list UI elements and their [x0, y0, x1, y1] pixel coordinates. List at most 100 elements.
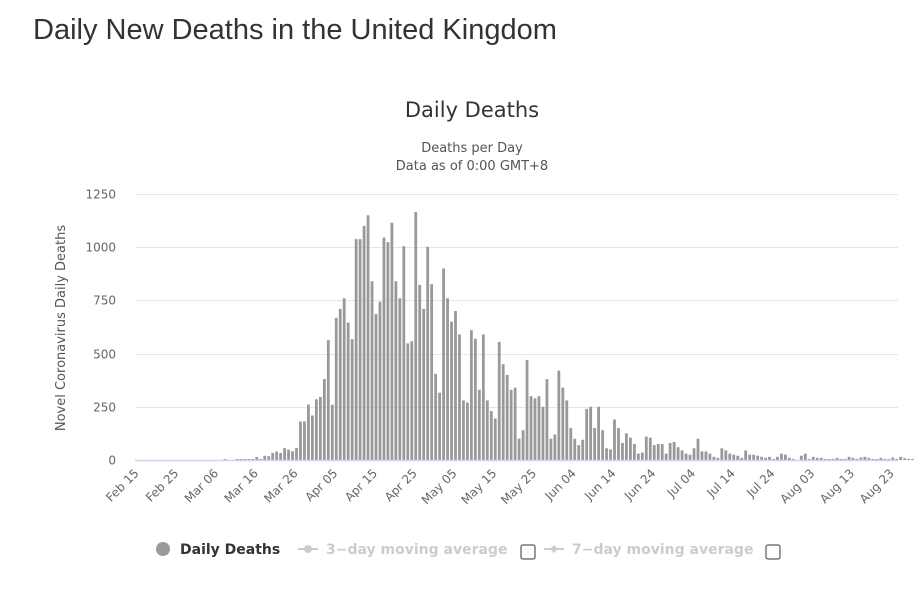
- bar-daily-deaths[interactable]: [712, 456, 716, 460]
- bar-daily-deaths[interactable]: [664, 453, 668, 460]
- bar-daily-deaths[interactable]: [708, 453, 712, 460]
- bar-daily-deaths[interactable]: [263, 455, 267, 460]
- bar-daily-deaths[interactable]: [569, 428, 573, 460]
- bar-daily-deaths[interactable]: [279, 452, 282, 460]
- bar-daily-deaths[interactable]: [338, 308, 342, 460]
- bar-daily-deaths[interactable]: [430, 284, 434, 460]
- bar-daily-deaths[interactable]: [724, 450, 728, 460]
- bar-daily-deaths[interactable]: [772, 458, 775, 460]
- bar-daily-deaths[interactable]: [251, 459, 255, 460]
- bar-daily-deaths[interactable]: [481, 334, 485, 460]
- bar-daily-deaths[interactable]: [386, 242, 390, 460]
- bar-daily-deaths[interactable]: [537, 396, 541, 460]
- bar-daily-deaths[interactable]: [668, 442, 672, 460]
- bar-daily-deaths[interactable]: [501, 364, 505, 460]
- bar-daily-deaths[interactable]: [406, 343, 410, 460]
- bar-daily-deaths[interactable]: [370, 281, 374, 460]
- bar-daily-deaths[interactable]: [839, 458, 843, 460]
- bar-daily-deaths[interactable]: [740, 457, 744, 460]
- bar-daily-deaths[interactable]: [326, 340, 330, 460]
- bar-daily-deaths[interactable]: [736, 455, 740, 460]
- bar-daily-deaths[interactable]: [454, 311, 457, 460]
- bar-daily-deaths[interactable]: [716, 457, 720, 460]
- bar-daily-deaths[interactable]: [883, 458, 887, 460]
- bar-daily-deaths[interactable]: [780, 453, 783, 460]
- bar-daily-deaths[interactable]: [688, 454, 692, 460]
- bar-daily-deaths[interactable]: [629, 437, 632, 460]
- bar-daily-deaths[interactable]: [903, 458, 907, 460]
- bar-daily-deaths[interactable]: [855, 458, 859, 460]
- bar-daily-deaths[interactable]: [513, 387, 517, 460]
- bar-daily-deaths[interactable]: [398, 298, 402, 460]
- bar-daily-deaths[interactable]: [609, 449, 612, 460]
- bar-daily-deaths[interactable]: [704, 451, 708, 460]
- bar-daily-deaths[interactable]: [418, 284, 422, 460]
- bar-daily-deaths[interactable]: [752, 454, 756, 460]
- bar-daily-deaths[interactable]: [851, 457, 855, 460]
- bar-daily-deaths[interactable]: [621, 442, 624, 460]
- bar-daily-deaths[interactable]: [601, 430, 604, 460]
- bar-daily-deaths[interactable]: [497, 341, 501, 460]
- bar-daily-deaths[interactable]: [311, 415, 314, 460]
- bar-daily-deaths[interactable]: [291, 451, 294, 460]
- checkbox-7-day-average[interactable]: [765, 544, 781, 560]
- bar-daily-deaths[interactable]: [509, 389, 513, 460]
- bar-daily-deaths[interactable]: [585, 408, 589, 460]
- bar-daily-deaths[interactable]: [299, 421, 302, 460]
- bar-daily-deaths[interactable]: [756, 455, 759, 460]
- bar-daily-deaths[interactable]: [470, 330, 473, 460]
- bar-daily-deaths[interactable]: [815, 457, 819, 460]
- bar-daily-deaths[interactable]: [414, 212, 418, 460]
- bar-daily-deaths[interactable]: [382, 237, 386, 460]
- bar-daily-deaths[interactable]: [891, 457, 895, 460]
- bar-daily-deaths[interactable]: [760, 456, 763, 460]
- bar-daily-deaths[interactable]: [807, 458, 811, 460]
- bar-daily-deaths[interactable]: [458, 334, 461, 460]
- bar-daily-deaths[interactable]: [636, 453, 640, 460]
- bar-daily-deaths[interactable]: [907, 458, 911, 460]
- bar-daily-deaths[interactable]: [656, 444, 660, 460]
- bar-daily-deaths[interactable]: [887, 458, 891, 460]
- bars-daily-deaths[interactable]: [223, 212, 919, 460]
- bar-daily-deaths[interactable]: [521, 430, 525, 460]
- bar-daily-deaths[interactable]: [402, 246, 406, 460]
- bar-daily-deaths[interactable]: [303, 421, 306, 460]
- bar-daily-deaths[interactable]: [557, 370, 561, 460]
- bar-daily-deaths[interactable]: [271, 452, 275, 460]
- bar-daily-deaths[interactable]: [434, 373, 438, 460]
- bar-daily-deaths[interactable]: [573, 438, 577, 460]
- bar-daily-deaths[interactable]: [366, 215, 370, 460]
- bar-daily-deaths[interactable]: [827, 459, 831, 460]
- bar-daily-deaths[interactable]: [811, 456, 815, 460]
- bar-daily-deaths[interactable]: [553, 434, 557, 460]
- bar-daily-deaths[interactable]: [863, 456, 867, 460]
- bar-daily-deaths[interactable]: [577, 445, 581, 460]
- bar-daily-deaths[interactable]: [859, 457, 863, 460]
- bar-daily-deaths[interactable]: [295, 448, 298, 460]
- bar-daily-deaths[interactable]: [223, 459, 227, 460]
- bar-daily-deaths[interactable]: [875, 459, 879, 460]
- bar-daily-deaths[interactable]: [410, 341, 414, 460]
- bar-daily-deaths[interactable]: [318, 397, 322, 460]
- bar-daily-deaths[interactable]: [426, 246, 430, 460]
- bar-daily-deaths[interactable]: [561, 387, 565, 460]
- bar-daily-deaths[interactable]: [700, 451, 704, 460]
- bar-daily-deaths[interactable]: [477, 389, 481, 460]
- legend-item-7-day-average[interactable]: 7−day moving average: [544, 542, 753, 558]
- bar-daily-deaths[interactable]: [879, 457, 883, 460]
- bar-daily-deaths[interactable]: [803, 453, 807, 460]
- bar-daily-deaths[interactable]: [450, 321, 453, 460]
- bar-daily-deaths[interactable]: [346, 322, 350, 460]
- bar-daily-deaths[interactable]: [680, 450, 684, 460]
- bar-daily-deaths[interactable]: [525, 359, 529, 460]
- bar-daily-deaths[interactable]: [446, 298, 449, 460]
- bar-daily-deaths[interactable]: [438, 392, 441, 460]
- bar-daily-deaths[interactable]: [768, 456, 771, 460]
- bar-daily-deaths[interactable]: [267, 456, 271, 460]
- bar-daily-deaths[interactable]: [334, 317, 338, 460]
- bar-daily-deaths[interactable]: [374, 314, 378, 460]
- bar-daily-deaths[interactable]: [728, 453, 732, 460]
- bar-daily-deaths[interactable]: [597, 406, 600, 460]
- bar-daily-deaths[interactable]: [823, 458, 827, 460]
- bar-daily-deaths[interactable]: [378, 301, 382, 460]
